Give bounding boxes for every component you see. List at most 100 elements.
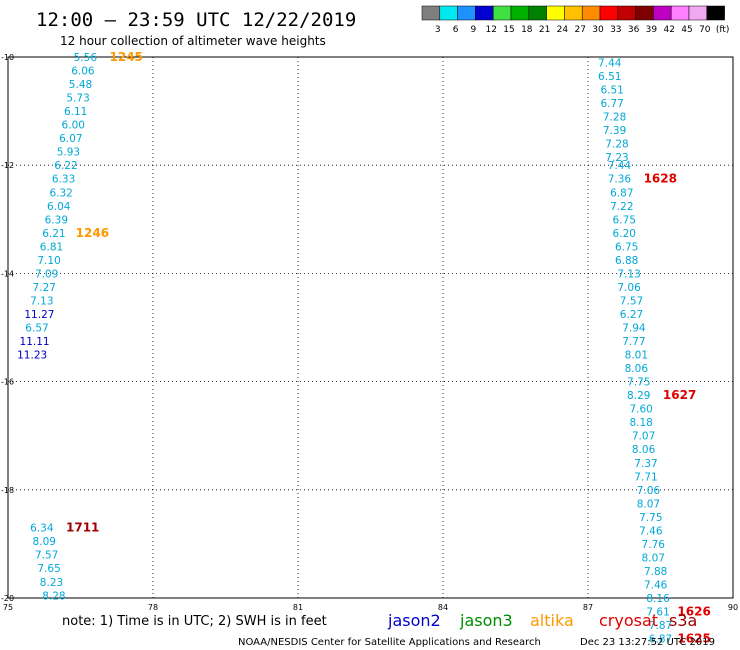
wave-height-label: 11.27	[24, 309, 54, 321]
wave-height-label: 6.22	[54, 160, 77, 172]
wave-height-label: 6.75	[615, 241, 638, 253]
footer-credit: NOAA/NESDIS Center for Satellite Applica…	[238, 637, 541, 648]
y-tick-label: -14	[1, 269, 14, 278]
pass-time-label: 1626	[677, 605, 710, 619]
wave-height-label: 7.27	[33, 282, 56, 294]
wave-height-label: 8.09	[33, 536, 56, 548]
wave-height-label: 7.75	[627, 377, 650, 389]
legend-label: 36	[628, 25, 640, 35]
wave-height-label: 5.93	[57, 147, 80, 159]
legend-label: 24	[557, 25, 569, 35]
x-tick-label: 84	[438, 603, 448, 612]
wave-height-label: 7.94	[622, 323, 646, 335]
wave-height-label: 6.39	[45, 214, 68, 226]
satellite-legend: jason2 jason3 altika cryosat s3a	[387, 611, 697, 630]
wave-height-label: 7.60	[629, 404, 652, 416]
wave-height-label: 7.06	[637, 485, 661, 497]
satellite-label: cryosat	[599, 611, 658, 630]
wave-height-label: 7.76	[642, 539, 666, 551]
legend-label: (ft)	[716, 25, 730, 35]
plot-frame	[7, 56, 734, 599]
wave-height-label: 8.06	[625, 363, 649, 375]
legend-label: 9	[471, 25, 477, 35]
wave-height-label: 7.13	[30, 295, 53, 307]
wave-height-label: 6.11	[64, 106, 87, 118]
wave-height-label: 6.20	[613, 228, 636, 240]
legend-swatch	[670, 5, 690, 21]
wave-height-label: 7.23	[605, 152, 628, 164]
y-tick-label: -20	[1, 594, 14, 603]
wave-height-label: 6.06	[71, 66, 95, 78]
chart-title: 12:00 – 23:59 UTC 12/22/2019	[36, 9, 356, 31]
pass-time-label: 1627	[663, 388, 696, 402]
wave-height-label: 8.06	[632, 444, 656, 456]
wave-height-label: 6.34	[30, 523, 54, 535]
legend-label: 6	[453, 25, 459, 35]
legend-swatch	[528, 5, 547, 21]
wave-height-label: 5.56	[74, 52, 98, 64]
legend-swatch	[564, 5, 583, 21]
x-tick-label: 90	[728, 603, 738, 612]
wave-height-label: 5.73	[66, 93, 89, 105]
legend-label: 42	[663, 25, 674, 35]
legend-label: 12	[485, 25, 496, 35]
satellite-label: jason2	[387, 611, 441, 630]
legend-swatch	[617, 5, 636, 21]
wave-height-label: 6.51	[598, 71, 621, 83]
wave-height-label: 6.27	[620, 309, 643, 321]
legend-label: 21	[539, 25, 550, 35]
legend-label: 18	[521, 25, 533, 35]
wave-height-label: 7.28	[605, 139, 628, 151]
wave-height-label: 6.87	[649, 634, 672, 646]
footer-note: note: 1) Time is in UTC; 2) SWH is in fe…	[62, 614, 327, 629]
wave-height-label: 6.32	[49, 187, 72, 199]
wave-height-label: 7.57	[620, 295, 643, 307]
wave-height-label: 6.33	[52, 174, 75, 186]
satellite-label: jason3	[459, 611, 513, 630]
legend-label: 15	[503, 25, 514, 35]
y-tick-label: -10	[1, 53, 14, 62]
legend-label: 70	[699, 25, 711, 35]
wave-height-label: 7.44	[598, 57, 622, 69]
wave-height-label: 8.23	[40, 577, 63, 589]
wave-height-label: 7.88	[644, 566, 667, 578]
wave-height-label: 8.01	[625, 350, 648, 362]
wave-height-label: 7.36	[608, 174, 632, 186]
plot-area: 75 78 81 84 87 90-10-12-14-16-18-205.566.065.…	[1, 50, 738, 646]
wave-height-label: 6.57	[25, 323, 48, 335]
wave-height-label: 7.13	[617, 268, 640, 280]
wave-height-label: 6.75	[613, 214, 636, 226]
wave-height-label: 6.51	[600, 84, 623, 96]
pass-time-label: 1245	[110, 50, 143, 64]
legend-swatch	[421, 5, 441, 21]
wave-height-label: 7.07	[632, 431, 655, 443]
wave-height-label: 7.65	[37, 563, 60, 575]
legend-swatch	[492, 5, 512, 21]
y-tick-label: -16	[1, 378, 14, 387]
wave-height-label: 7.37	[634, 458, 657, 470]
legend-label: 30	[592, 25, 604, 35]
wave-height-label: 8.29	[627, 390, 650, 402]
legend-swatch	[439, 5, 458, 21]
wave-height-label: 7.46	[644, 579, 668, 591]
wave-height-label: 7.71	[634, 471, 657, 483]
wave-height-label: 6.77	[600, 98, 623, 110]
y-tick-label: -18	[1, 486, 14, 495]
wave-height-label: 7.22	[610, 201, 633, 213]
wave-height-label: 6.88	[615, 255, 638, 267]
satellite-label: altika	[530, 611, 574, 630]
x-tick-label: 87	[583, 603, 593, 612]
legend-swatch	[635, 5, 654, 21]
wave-height-label: 7.87	[649, 620, 672, 632]
legend-label: 39	[646, 25, 658, 35]
footer: note: 1) Time is in UTC; 2) SWH is in fe…	[62, 611, 715, 648]
wave-height-label: 8.28	[42, 590, 65, 602]
legend-swatch	[510, 5, 530, 21]
satellite-label: s3a	[669, 611, 697, 630]
wave-height-label: 8.07	[637, 498, 660, 510]
wave-height-label: 7.10	[37, 255, 60, 267]
legend-swatch	[581, 5, 601, 21]
wave-height-label: 8.16	[646, 593, 670, 605]
wave-height-label: 6.04	[47, 201, 71, 213]
wave-height-label: 6.81	[40, 241, 63, 253]
